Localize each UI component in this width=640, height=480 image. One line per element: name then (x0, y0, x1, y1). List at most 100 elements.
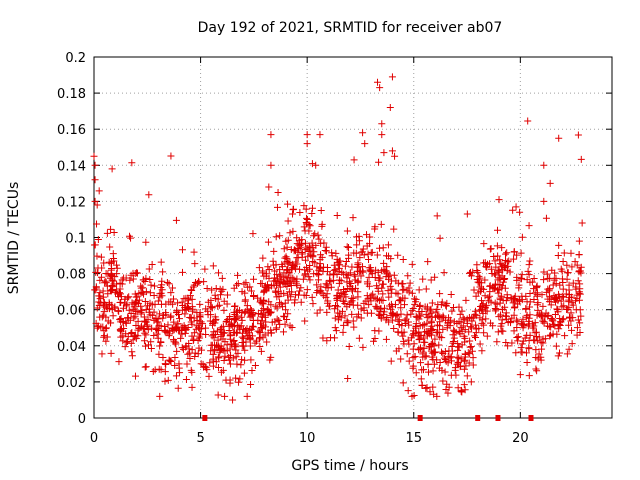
data-point (498, 292, 506, 300)
data-point (427, 347, 435, 355)
data-point (215, 269, 223, 277)
data-point (258, 325, 266, 333)
data-point (191, 349, 199, 357)
data-point (287, 282, 295, 290)
data-point (379, 290, 387, 298)
data-point (284, 217, 292, 225)
data-point (169, 284, 177, 292)
data-point (514, 333, 522, 341)
data-point (575, 237, 583, 245)
data-point (436, 333, 444, 341)
data-point (305, 227, 313, 235)
data-point (545, 287, 553, 295)
data-point (539, 302, 547, 310)
data-point (287, 293, 295, 301)
data-point (134, 317, 142, 325)
data-point (178, 344, 186, 352)
data-point (131, 270, 139, 278)
data-point (179, 302, 187, 310)
data-point (382, 335, 390, 343)
data-point (324, 297, 332, 305)
data-point (454, 340, 462, 348)
data-point (530, 274, 538, 282)
data-point (359, 343, 367, 351)
data-point (300, 202, 308, 210)
data-point (423, 384, 431, 392)
data-point (477, 303, 484, 311)
data-point (523, 276, 531, 284)
data-point (468, 324, 476, 332)
data-point (217, 344, 225, 352)
data-point (519, 337, 527, 345)
data-point (250, 275, 258, 283)
data-point (191, 260, 199, 268)
data-point (487, 265, 495, 273)
data-point (128, 352, 136, 360)
data-point (175, 315, 183, 323)
data-point (169, 295, 177, 303)
data-point (303, 214, 311, 222)
data-point (427, 276, 435, 284)
data-point (367, 297, 375, 305)
data-point (311, 259, 319, 267)
data-point (420, 344, 428, 352)
data-point (248, 366, 256, 374)
data-point (451, 366, 459, 374)
data-point (156, 392, 164, 400)
data-point (404, 387, 412, 395)
data-point (150, 308, 158, 316)
data-point (267, 131, 275, 139)
data-point (248, 332, 256, 340)
data-point (552, 342, 560, 350)
data-point (437, 301, 445, 309)
data-point (413, 313, 421, 321)
data-point (101, 277, 109, 285)
data-point (553, 305, 561, 313)
data-point (211, 291, 219, 299)
data-point (204, 298, 212, 306)
data-point (555, 241, 563, 249)
data-point (98, 350, 106, 358)
data-point (174, 310, 182, 318)
data-point (452, 328, 460, 336)
data-point (96, 289, 104, 297)
data-point (467, 323, 475, 331)
data-point (256, 329, 264, 337)
data-point (157, 258, 165, 266)
data-point (129, 305, 137, 313)
data-point (345, 244, 353, 252)
data-point (546, 274, 554, 282)
data-point (93, 252, 101, 260)
data-point (148, 301, 156, 309)
data-point (483, 332, 491, 340)
data-point (428, 299, 436, 307)
data-point (350, 323, 358, 331)
data-point (433, 356, 441, 364)
data-point (233, 321, 241, 329)
data-point (141, 318, 149, 326)
data-point (152, 315, 160, 323)
data-point (248, 322, 256, 330)
data-point (249, 323, 257, 331)
data-point (115, 289, 123, 297)
data-point (444, 359, 452, 367)
data-point (142, 342, 150, 350)
data-point (284, 259, 292, 267)
data-point (522, 304, 530, 312)
data-point (357, 314, 365, 322)
data-point (372, 302, 380, 310)
data-point (354, 277, 362, 285)
data-point (174, 384, 182, 392)
data-point (91, 176, 99, 184)
data-point (476, 340, 484, 348)
data-point (271, 287, 279, 295)
data-point (93, 304, 101, 312)
data-point (563, 261, 571, 269)
data-point (178, 330, 186, 338)
data-point (316, 131, 324, 139)
data-point (388, 303, 396, 311)
data-point (260, 272, 268, 280)
data-point (463, 210, 471, 218)
data-point (388, 73, 396, 81)
data-point (313, 269, 321, 277)
